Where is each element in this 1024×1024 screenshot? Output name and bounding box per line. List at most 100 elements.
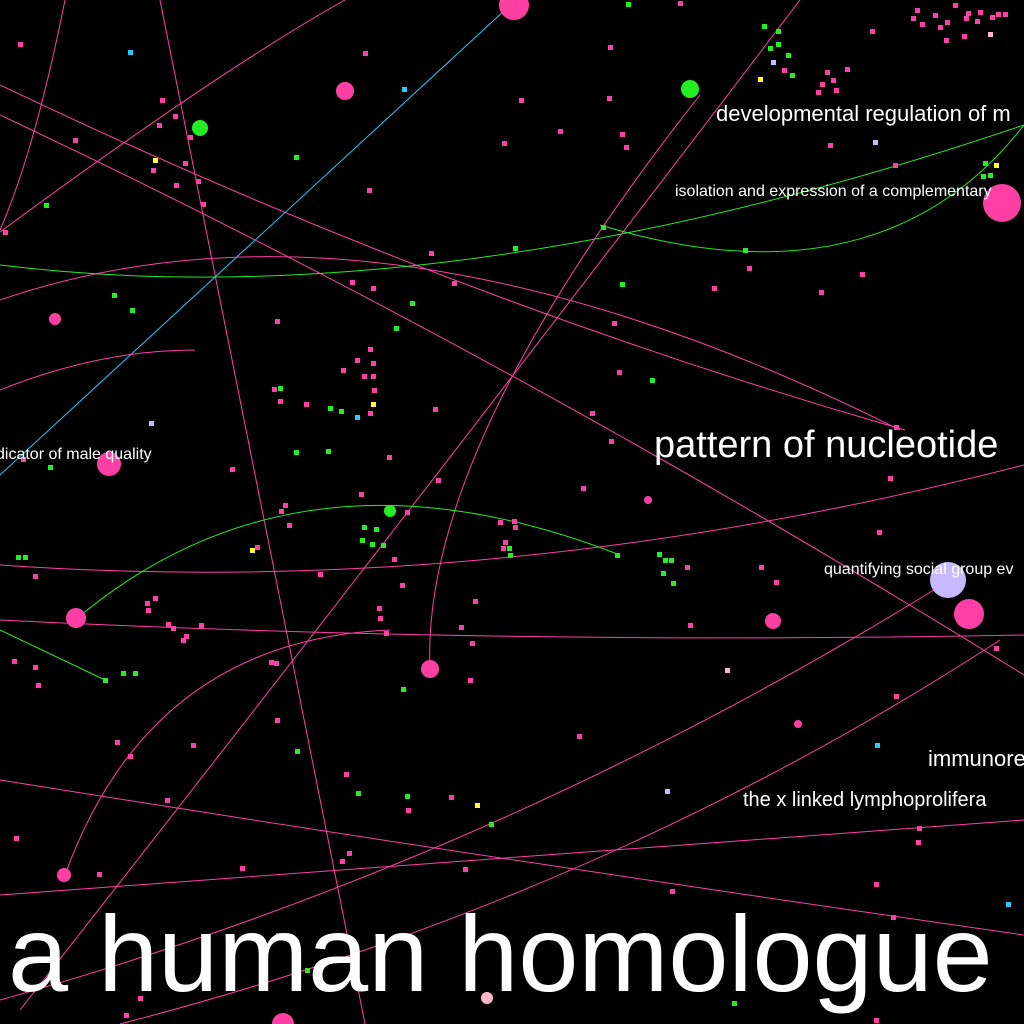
small-node-148[interactable] [153, 596, 158, 601]
small-node-32[interactable] [608, 45, 613, 50]
small-node-88[interactable] [670, 889, 675, 894]
small-node-19[interactable] [513, 246, 518, 251]
small-node-186[interactable] [347, 851, 352, 856]
small-node-163[interactable] [274, 661, 279, 666]
small-node-52[interactable] [790, 73, 795, 78]
small-node-14[interactable] [201, 202, 206, 207]
small-node-27[interactable] [130, 308, 135, 313]
small-node-122[interactable] [360, 538, 365, 543]
small-node-2[interactable] [363, 51, 368, 56]
small-node-168[interactable] [36, 683, 41, 688]
small-node-167[interactable] [33, 665, 38, 670]
small-node-80[interactable] [875, 743, 880, 748]
small-node-59[interactable] [828, 143, 833, 148]
small-node-58[interactable] [816, 90, 821, 95]
small-node-89[interactable] [732, 1001, 737, 1006]
small-node-72[interactable] [888, 476, 893, 481]
small-node-68[interactable] [860, 272, 865, 277]
small-node-195[interactable] [626, 2, 631, 7]
small-node-39[interactable] [617, 370, 622, 375]
small-node-77[interactable] [725, 668, 730, 673]
node-16[interactable] [644, 496, 652, 504]
small-node-156[interactable] [377, 606, 382, 611]
small-node-130[interactable] [501, 546, 506, 551]
node-label-isolation-and-expression[interactable]: isolation and expression of a complement… [675, 183, 992, 200]
small-node-6[interactable] [157, 123, 162, 128]
small-node-106[interactable] [304, 402, 309, 407]
small-node-44[interactable] [762, 24, 767, 29]
small-node-200[interactable] [933, 13, 938, 18]
node-8[interactable] [930, 562, 966, 598]
small-node-176[interactable] [128, 754, 133, 759]
small-node-137[interactable] [669, 558, 674, 563]
small-node-49[interactable] [771, 60, 776, 65]
small-node-51[interactable] [782, 68, 787, 73]
node-5[interactable] [49, 313, 61, 325]
small-node-101[interactable] [341, 368, 346, 373]
node-11[interactable] [66, 608, 86, 628]
small-node-111[interactable] [149, 421, 154, 426]
node-14[interactable] [481, 992, 493, 1004]
small-node-98[interactable] [355, 415, 360, 420]
small-node-96[interactable] [371, 402, 376, 407]
small-node-116[interactable] [359, 492, 364, 497]
small-node-126[interactable] [498, 520, 503, 525]
small-node-131[interactable] [508, 553, 513, 558]
small-node-64[interactable] [988, 173, 993, 178]
small-node-23[interactable] [410, 301, 415, 306]
small-node-162[interactable] [269, 660, 274, 665]
small-node-153[interactable] [184, 634, 189, 639]
small-node-73[interactable] [877, 530, 882, 535]
small-node-99[interactable] [328, 406, 333, 411]
small-node-154[interactable] [181, 638, 186, 643]
small-node-9[interactable] [153, 158, 158, 163]
small-node-210[interactable] [988, 32, 993, 37]
small-node-94[interactable] [371, 374, 376, 379]
node-10[interactable] [765, 613, 781, 629]
small-node-108[interactable] [387, 455, 392, 460]
small-node-165[interactable] [468, 678, 473, 683]
small-node-71[interactable] [894, 425, 899, 430]
small-node-16[interactable] [294, 155, 299, 160]
small-node-75[interactable] [774, 580, 779, 585]
small-node-171[interactable] [103, 678, 108, 683]
small-node-133[interactable] [392, 557, 397, 562]
small-node-1[interactable] [128, 50, 133, 55]
small-node-22[interactable] [371, 286, 376, 291]
small-node-152[interactable] [171, 626, 176, 631]
small-node-159[interactable] [473, 599, 478, 604]
small-node-174[interactable] [191, 743, 196, 748]
small-node-28[interactable] [3, 230, 8, 235]
node-15[interactable] [272, 1013, 294, 1024]
small-node-164[interactable] [401, 687, 406, 692]
node-2[interactable] [192, 120, 208, 136]
small-node-25[interactable] [275, 319, 280, 324]
small-node-62[interactable] [983, 161, 988, 166]
small-node-83[interactable] [917, 826, 922, 831]
small-node-183[interactable] [475, 803, 480, 808]
small-node-74[interactable] [759, 565, 764, 570]
small-node-100[interactable] [339, 409, 344, 414]
small-node-132[interactable] [507, 546, 512, 551]
small-node-13[interactable] [196, 179, 201, 184]
small-node-125[interactable] [405, 510, 410, 515]
small-node-209[interactable] [996, 12, 1001, 17]
small-node-190[interactable] [463, 867, 468, 872]
small-node-104[interactable] [278, 386, 283, 391]
small-node-121[interactable] [374, 527, 379, 532]
node-label-immunore[interactable]: immunore [928, 746, 1024, 771]
small-node-199[interactable] [920, 22, 925, 27]
small-node-178[interactable] [356, 791, 361, 796]
small-node-95[interactable] [372, 388, 377, 393]
small-node-5[interactable] [173, 114, 178, 119]
small-node-173[interactable] [115, 740, 120, 745]
small-node-212[interactable] [944, 38, 949, 43]
small-node-24[interactable] [394, 326, 399, 331]
small-node-81[interactable] [577, 734, 582, 739]
small-node-177[interactable] [344, 772, 349, 777]
small-node-139[interactable] [671, 581, 676, 586]
small-node-29[interactable] [519, 98, 524, 103]
small-node-140[interactable] [685, 565, 690, 570]
small-node-69[interactable] [819, 290, 824, 295]
small-node-189[interactable] [97, 872, 102, 877]
